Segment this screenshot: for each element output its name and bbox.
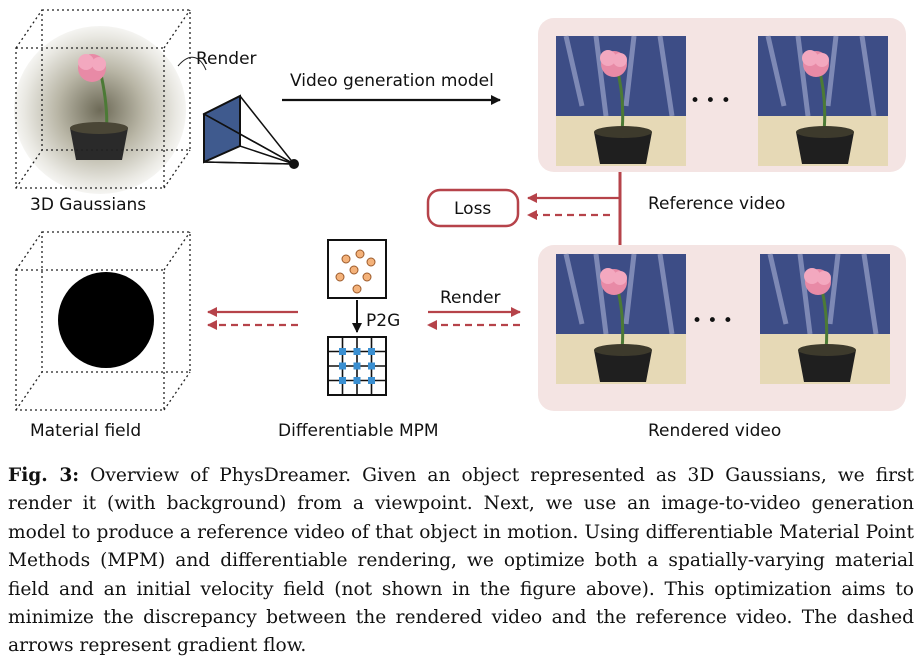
material-field-label: Material field: [30, 421, 141, 441]
reference-frame-first: [556, 36, 686, 166]
render-pointer-curve: [177, 56, 207, 71]
gaussians-cube: [14, 9, 191, 194]
video-generation-label: Video generation model: [290, 71, 494, 91]
rendered-video-panel: • • •: [538, 245, 906, 411]
material-sphere: [58, 272, 154, 368]
diagram-canvas: 3D Gaussians Render Video generation mod…: [14, 9, 906, 441]
mpm-grid: [327, 336, 387, 396]
camera-icon: [202, 94, 299, 169]
diff-mpm-label: Differentiable MPM: [278, 421, 439, 441]
render-mid-label: Render: [440, 288, 501, 308]
rendered-frame-first: [556, 254, 686, 384]
render-top-label: Render: [196, 49, 257, 69]
gaussian-flower-object: [70, 54, 128, 160]
caption-text: Overview of PhysDreamer. Given an object…: [8, 465, 914, 657]
rendered-ellipsis: • • •: [692, 311, 733, 331]
rendered-video-label: Rendered video: [648, 421, 781, 441]
particles-box: [327, 239, 387, 299]
reference-frame-last: [758, 36, 888, 166]
reference-video-label: Reference video: [648, 194, 785, 214]
p2g-label: P2G: [366, 311, 400, 331]
loss-box: [426, 188, 520, 228]
figure-caption: Fig. 3: Overview of PhysDreamer. Given a…: [8, 462, 914, 661]
material-field-cube: [15, 231, 191, 411]
figure-number: Fig. 3:: [8, 465, 80, 486]
loss-label: Loss: [454, 199, 491, 219]
gaussians-label: 3D Gaussians: [30, 195, 146, 215]
reference-ellipsis: • • •: [690, 91, 731, 111]
reference-video-panel: • • •: [538, 18, 906, 172]
rendered-frame-last: [760, 254, 890, 384]
